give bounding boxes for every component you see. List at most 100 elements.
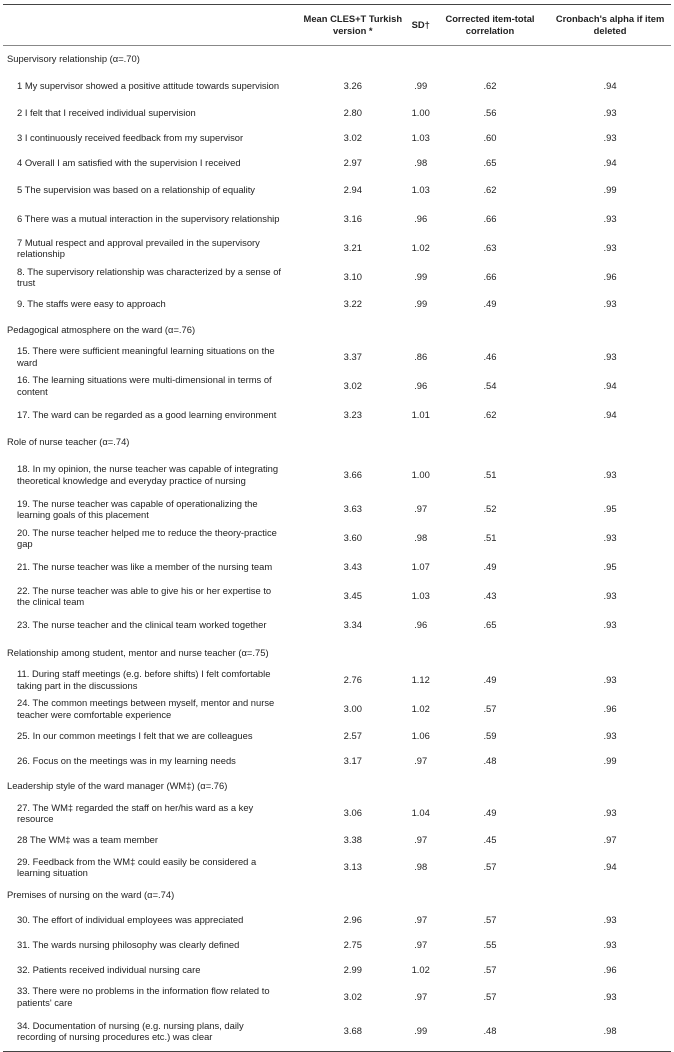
mean-value: 3.45 — [343, 590, 362, 602]
mean-value: 3.68 — [343, 1025, 362, 1037]
item-text: 3 I continuously received feedback from … — [17, 132, 244, 144]
sd-value: .98 — [414, 157, 428, 169]
mean-value: 3.06 — [343, 807, 362, 819]
table-row: 32. Patients received individual nursing… — [3, 957, 671, 982]
table-row: 8. The supervisory relationship was char… — [3, 263, 671, 292]
mean-value: 3.02 — [343, 132, 362, 144]
section-title: Supervisory relationship (α=.70) — [7, 53, 140, 64]
table-row: 11. During staff meetings (e.g. before s… — [3, 665, 671, 694]
table-row: 27. The WM‡ regarded the staff on her/hi… — [3, 799, 671, 828]
item-text: 9. The staffs were easy to approach — [17, 298, 166, 310]
alpha-value: .93 — [603, 807, 617, 819]
mean-value: 2.94 — [343, 184, 362, 196]
item-text: 8. The supervisory relationship was char… — [17, 265, 282, 289]
item-text: 30. The effort of individual employees w… — [17, 913, 244, 925]
mean-value: 2.99 — [343, 963, 362, 975]
alpha-value: .96 — [603, 963, 617, 975]
table-row: 31. The wards nursing philosophy was cle… — [3, 932, 671, 957]
sd-value: 1.06 — [411, 729, 430, 741]
section-row: Relationship among student, mentor and n… — [3, 640, 671, 666]
section-row: Supervisory relationship (α=.70) — [3, 46, 671, 72]
alpha-value: .93 — [603, 132, 617, 144]
mean-value: 2.97 — [343, 157, 362, 169]
table-row: 29. Feedback from the WM‡ could easily b… — [3, 853, 671, 882]
item-text: 20. The nurse teacher helped me to reduc… — [17, 526, 277, 550]
table-row: 18. In my opinion, the nurse teacher was… — [3, 455, 671, 495]
correlation-value: .57 — [483, 990, 497, 1002]
section-title: Pedagogical atmosphere on the ward (α=.7… — [7, 323, 196, 335]
item-text: 21. The nurse teacher was like a member … — [17, 561, 273, 573]
alpha-value: .93 — [603, 350, 617, 362]
table-row: 4 Overall I am satisfied with the superv… — [3, 151, 671, 176]
mean-value: 3.38 — [343, 834, 362, 846]
mean-value: 2.76 — [343, 673, 362, 685]
section-row: Leadership style of the ward manager (WM… — [3, 773, 671, 799]
correlation-value: .51 — [483, 532, 497, 544]
table-row: 30. The effort of individual employees w… — [3, 907, 671, 932]
correlation-value: .55 — [483, 938, 497, 950]
table-row: 15. There were sufficient meaningful lea… — [3, 342, 671, 371]
item-text: 19. The nurse teacher was capable of ope… — [17, 497, 258, 521]
mean-header: Mean CLES+T Turkish version * — [295, 4, 411, 46]
correlation-value: .62 — [483, 184, 497, 196]
sd-value: 1.03 — [411, 184, 430, 196]
item-text: 11. During staff meetings (e.g. before s… — [17, 668, 271, 691]
correlation-value: .66 — [483, 271, 497, 283]
mean-value: 3.17 — [343, 754, 362, 766]
table-row: 23. The nurse teacher and the clinical t… — [3, 611, 671, 640]
correlation-value: .66 — [483, 213, 497, 225]
item-text: 34. Documentation of nursing (e.g. nursi… — [17, 1019, 244, 1043]
mean-value: 3.60 — [343, 532, 362, 544]
mean-value: 2.57 — [343, 729, 362, 741]
correlation-value: .57 — [483, 913, 497, 925]
correlation-value: .49 — [483, 561, 497, 573]
table-row: 7 Mutual respect and approval prevailed … — [3, 234, 671, 263]
table-row: 6 There was a mutual interaction in the … — [3, 205, 671, 234]
correlation-value: .62 — [483, 80, 497, 92]
alpha-value: .93 — [603, 532, 617, 544]
correlation-value: .57 — [483, 963, 497, 975]
table-row: 34. Documentation of nursing (e.g. nursi… — [3, 1011, 671, 1052]
correlation-value: .63 — [483, 242, 497, 254]
header-row: Mean CLES+T Turkish version * SD† Correcte… — [3, 4, 671, 46]
section-row: Premises of nursing on the ward (α=.74) — [3, 882, 671, 908]
item-text: 1 My supervisor showed a positive attitu… — [17, 80, 280, 92]
correlation-value: .49 — [483, 807, 497, 819]
cles-t-item-table: Mean CLES+T Turkish version * SD† Correcte… — [3, 4, 671, 1052]
mean-value: 2.80 — [343, 107, 362, 119]
item-text: 24. The common meetings between myself, … — [17, 697, 275, 720]
section-title: Role of nurse teacher (α=.74) — [7, 436, 130, 447]
sd-value: .97 — [414, 913, 428, 925]
sd-header: SD† — [410, 4, 431, 46]
alpha-value: .94 — [603, 379, 617, 391]
item-text: 7 Mutual respect and approval prevailed … — [17, 236, 260, 260]
item-text: 22. The nurse teacher was able to give h… — [17, 584, 272, 608]
alpha-value: .93 — [603, 913, 617, 925]
alpha-value: .93 — [603, 242, 617, 254]
item-text: 5 The supervision was based on a relatio… — [17, 184, 255, 196]
table-row: 21. The nurse teacher was like a member … — [3, 553, 671, 582]
sd-value: 1.03 — [411, 132, 430, 144]
table-row: 25. In our common meetings I felt that w… — [3, 723, 671, 748]
alpha-value: .94 — [603, 80, 617, 92]
item-text: 32. Patients received individual nursing… — [17, 963, 201, 975]
mean-value: 3.63 — [343, 503, 362, 515]
alpha-value: .93 — [603, 673, 617, 685]
item-text: 28 The WM‡ was a team member — [17, 834, 159, 846]
item-text: 2 I felt that I received individual supe… — [17, 107, 196, 119]
alpha-value: .93 — [603, 298, 617, 310]
sd-value: 1.02 — [411, 242, 430, 254]
mean-value: 3.37 — [343, 350, 362, 362]
alpha-value: .93 — [603, 938, 617, 950]
alpha-value: .93 — [603, 990, 617, 1002]
sd-value: 1.00 — [411, 107, 430, 119]
alpha-value: .95 — [603, 503, 617, 515]
section-title: Relationship among student, mentor and n… — [7, 646, 269, 658]
correlation-value: .60 — [483, 132, 497, 144]
sd-value: .99 — [414, 1025, 428, 1037]
section-row: Pedagogical atmosphere on the ward (α=.7… — [3, 317, 671, 343]
correlation-value: .49 — [483, 673, 497, 685]
sd-value: .96 — [414, 213, 428, 225]
sd-value: .99 — [414, 271, 428, 283]
correlation-value: .48 — [483, 754, 497, 766]
